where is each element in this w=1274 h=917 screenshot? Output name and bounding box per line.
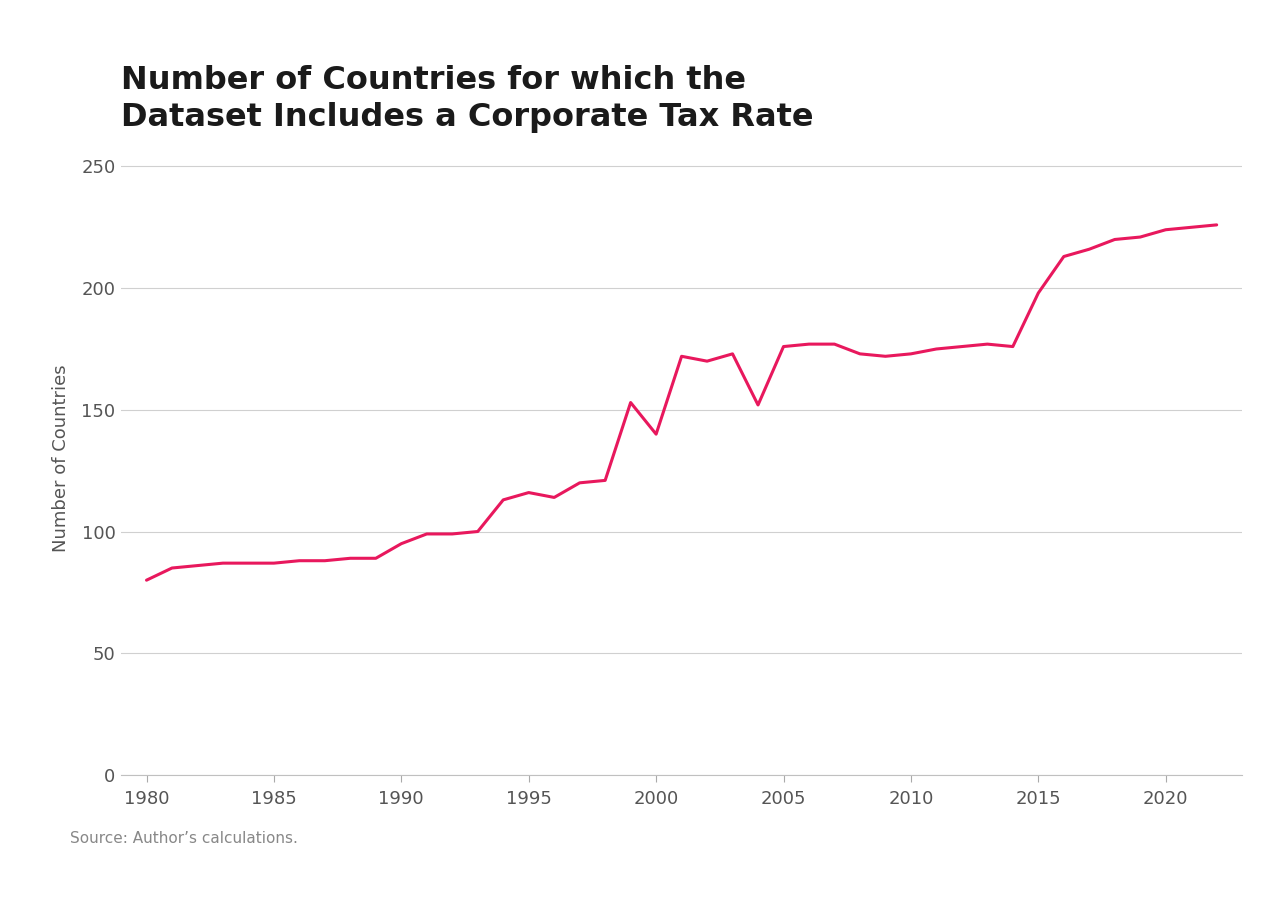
Y-axis label: Number of Countries: Number of Countries <box>52 365 70 552</box>
Text: Number of Countries for which the
Dataset Includes a Corporate Tax Rate: Number of Countries for which the Datase… <box>121 65 814 133</box>
Text: @TaxFoundation: @TaxFoundation <box>1098 875 1246 893</box>
Text: TAX FOUNDATION: TAX FOUNDATION <box>28 875 222 893</box>
Text: Source: Author’s calculations.: Source: Author’s calculations. <box>70 832 298 846</box>
